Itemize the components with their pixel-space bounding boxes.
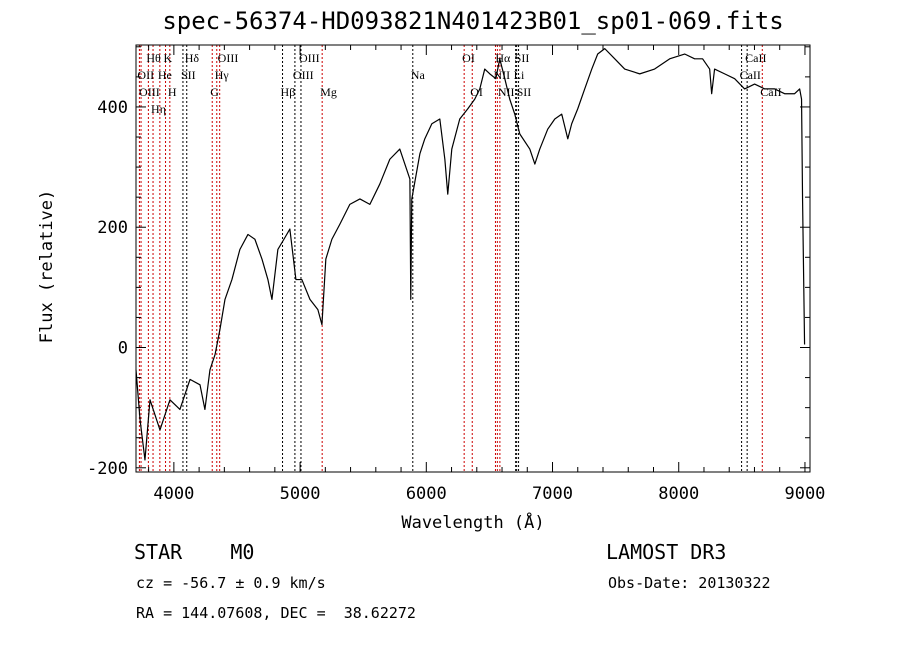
spectral-line-label: Hα [495, 51, 511, 65]
x-axis-label: Wavelength (Å) [401, 511, 544, 533]
spectral-line-label: K [164, 51, 173, 65]
plot-frame [135, 44, 811, 473]
x-tick-label: 6000 [406, 484, 447, 504]
x-tick-label: 5000 [280, 484, 321, 504]
x-tick-label: 8000 [658, 484, 699, 504]
spectral-line-label: Hγ [215, 68, 230, 82]
redshift-text: cz = -56.7 ± 0.9 km/s [136, 574, 326, 592]
chart-title: spec-56374-HD093821N401423B01_sp01-069.f… [162, 7, 783, 35]
spectral-line-label: Hθ [146, 51, 161, 65]
spectral-line-label: NII [498, 85, 515, 99]
spectral-line-label: SII [181, 68, 196, 82]
y-axis-label: Flux (relative) [37, 190, 57, 344]
spectral-line-label: OIII [218, 51, 239, 65]
spectral-line-label: G [210, 85, 219, 99]
y-tick-label: -200 [87, 459, 128, 479]
spectral-line-label: Hβ [281, 85, 296, 99]
spectral-line-label: OII [137, 68, 154, 82]
survey-name: LAMOST DR3 [606, 540, 727, 564]
object-type: STAR M0 [134, 540, 255, 564]
spectral-line-label: CaII [760, 85, 781, 99]
spectral-line-label: CaII [745, 51, 766, 65]
spectrum-line [135, 48, 806, 461]
obs-date: Obs-Date: 20130322 [608, 574, 771, 592]
spectral-line-label: He [158, 68, 172, 82]
spectral-line-label: OIII [293, 68, 314, 82]
spectral-line-label: OI [470, 85, 483, 99]
spectral-line-label: Hη [151, 102, 166, 116]
coordinates: RA = 144.07608, DEC = 38.62272 [136, 604, 416, 622]
x-tick-label: 7000 [532, 484, 573, 504]
spectral-line-label: Mg [320, 85, 337, 99]
y-tick-label: 400 [97, 98, 128, 118]
spectral-line-label: Na [411, 68, 426, 82]
y-tick-label: 200 [97, 218, 128, 238]
spectral-line-label: OIII [139, 85, 160, 99]
spectral-line-label: OIII [299, 51, 320, 65]
x-tick-label: 9000 [784, 484, 825, 504]
spectral-line-label: CaII [740, 68, 761, 82]
spectral-line-label: SII [515, 51, 530, 65]
spectral-line-label: Hδ [185, 51, 200, 65]
x-tick-label: 4000 [153, 484, 194, 504]
spectral-line-label: H [168, 85, 177, 99]
y-tick-label: 0 [118, 339, 128, 359]
spectral-line-label: OI [462, 51, 475, 65]
spectral-line-label: SII [517, 85, 532, 99]
spectral-line-label: Li [514, 68, 525, 82]
